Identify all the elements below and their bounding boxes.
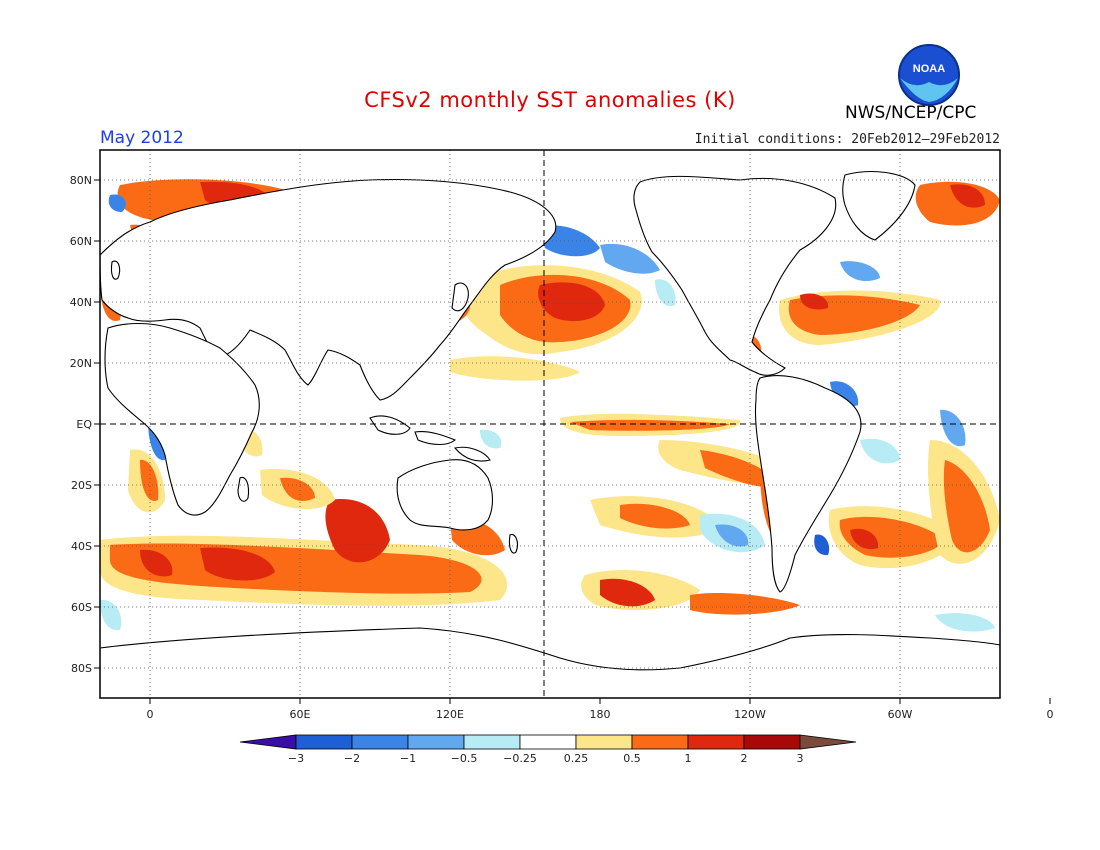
colorbar: −3 −2 −1 −0.5 −0.25 0.25 0.5 1 2 3 xyxy=(239,734,857,765)
colorbar-segment xyxy=(631,734,689,750)
noaa-logo-icon: NOAA xyxy=(898,44,960,106)
lat-label: 40N xyxy=(70,296,92,309)
colorbar-label: −0.25 xyxy=(503,752,537,765)
lat-label: 20S xyxy=(71,479,92,492)
colorbar-label: 3 xyxy=(797,752,804,765)
lat-label: 60N xyxy=(70,235,92,248)
colorbar-low-arrow xyxy=(239,734,297,750)
lon-label: 60E xyxy=(290,708,311,721)
lat-label: 40S xyxy=(71,540,92,553)
lon-label: 120E xyxy=(436,708,464,721)
colorbar-label: −3 xyxy=(288,752,304,765)
colorbar-segment xyxy=(295,734,353,750)
lat-label: 80N xyxy=(70,174,92,187)
lon-label: 60W xyxy=(888,708,913,721)
lon-label: 0 xyxy=(1047,708,1054,721)
logo-text: NOAA xyxy=(913,63,945,75)
lon-label: 180 xyxy=(590,708,611,721)
colorbar-high-arrow xyxy=(799,734,857,750)
colorbar-label: 0.25 xyxy=(564,752,589,765)
colorbar-segment xyxy=(575,734,633,750)
lon-label: 120W xyxy=(734,708,766,721)
colorbar-label: −1 xyxy=(400,752,416,765)
colorbar-label: 2 xyxy=(741,752,748,765)
lat-label: 20N xyxy=(70,357,92,370)
colorbar-label: 0.5 xyxy=(623,752,641,765)
continents xyxy=(100,171,1000,698)
initial-conditions: Initial conditions: 20Feb2012–29Feb2012 xyxy=(694,132,1000,147)
colorbar-segment xyxy=(519,734,577,750)
colorbar-label: 1 xyxy=(685,752,692,765)
lat-label: 60S xyxy=(71,601,92,614)
lat-label: EQ xyxy=(76,418,92,431)
colorbar-segment xyxy=(687,734,745,750)
colorbar-segment xyxy=(407,734,465,750)
lat-label: 80S xyxy=(71,662,92,675)
colorbar-segment xyxy=(351,734,409,750)
colorbar-segment xyxy=(743,734,801,750)
colorbar-label: −0.5 xyxy=(451,752,478,765)
colorbar-label: −2 xyxy=(344,752,360,765)
colorbar-segment xyxy=(463,734,521,750)
chart-title: CFSv2 monthly SST anomalies (K) xyxy=(364,88,736,112)
lon-label: 0 xyxy=(147,708,154,721)
organization-label: NWS/NCEP/CPC xyxy=(845,103,977,123)
forecast-month: May 2012 xyxy=(100,128,184,148)
